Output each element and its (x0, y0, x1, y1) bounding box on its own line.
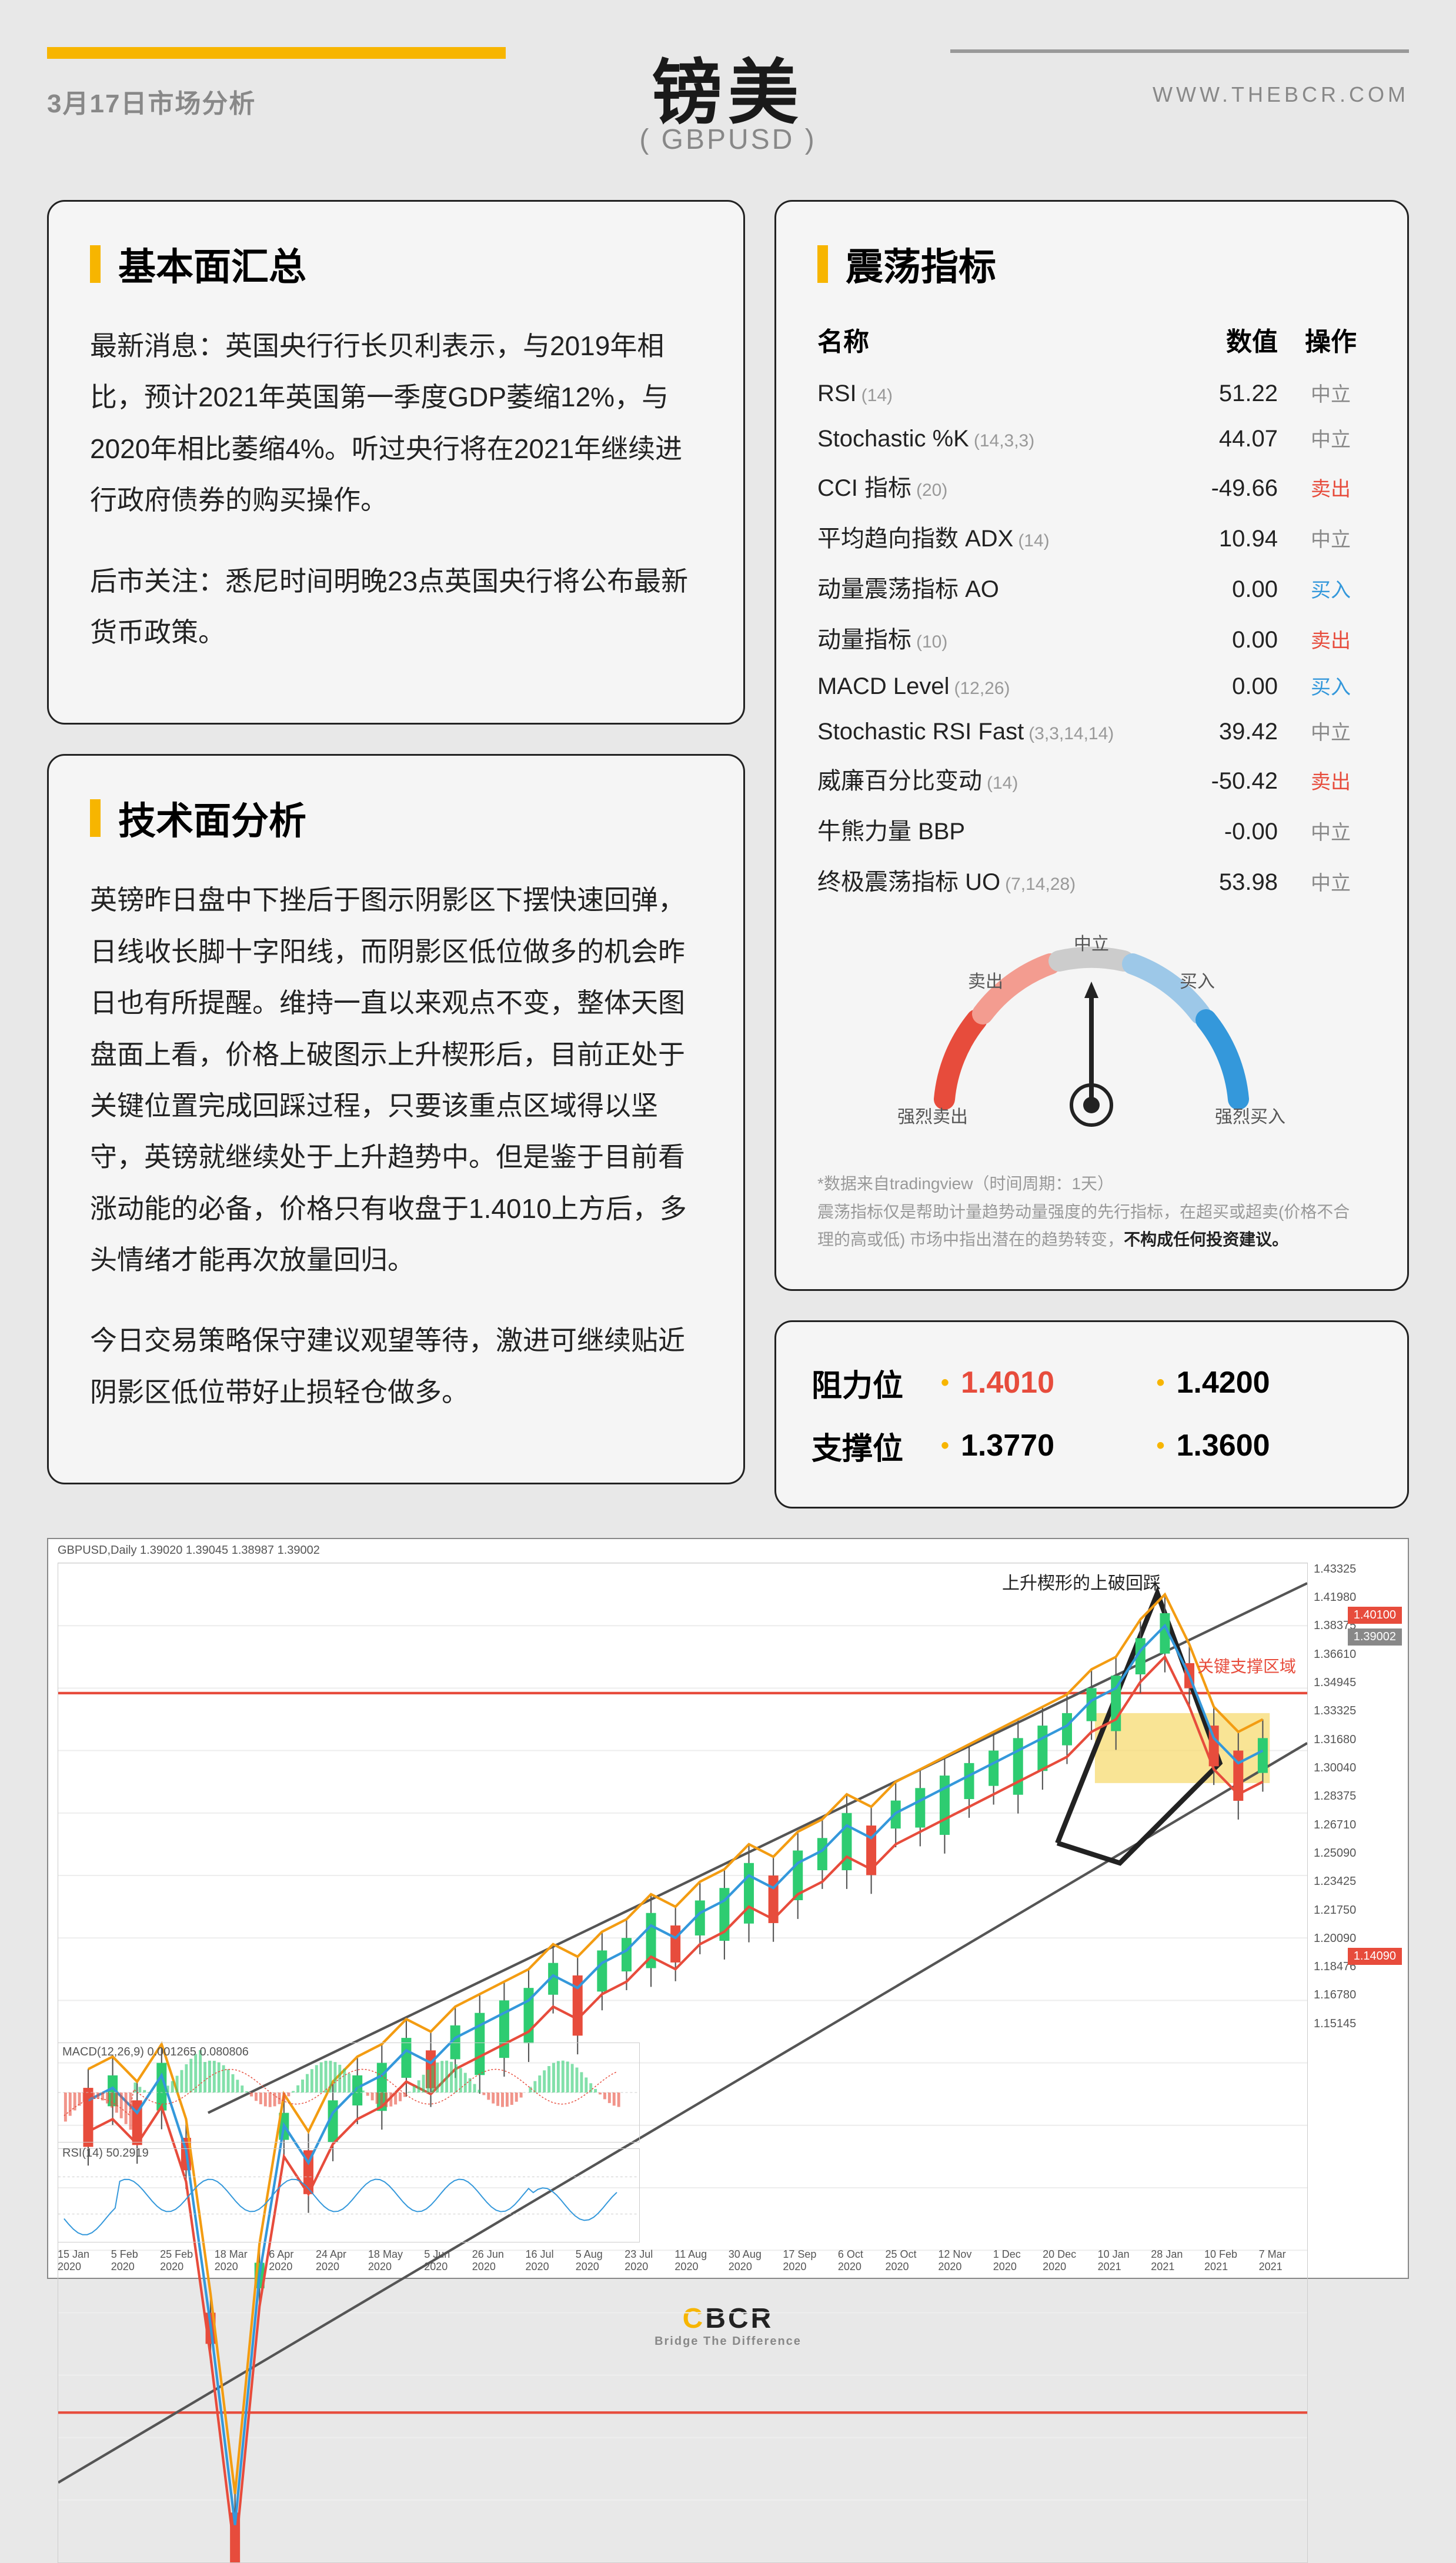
support-label: 支撑位 (812, 1424, 941, 1468)
svg-text:强烈卖出: 强烈卖出 (897, 1107, 968, 1127)
chart-annotation-support: 关键支撑区域 (1197, 1654, 1296, 1677)
macd-label: MACD(12,26,9) 0.001265 0.080806 (62, 2045, 249, 2059)
oscillator-row: 威廉百分比变动(14)-50.42卖出 (817, 753, 1366, 804)
accent-bar (47, 47, 506, 59)
rsi-label: RSI(14) 50.2919 (62, 2147, 149, 2160)
oscillators-title: 震荡指标 (846, 237, 996, 291)
accent-bar-right (950, 49, 1409, 53)
price-tag-1: 1.40100 (1348, 1607, 1402, 1624)
oscillator-row: Stochastic RSI Fast(3,3,14,14)39.42中立 (817, 708, 1366, 753)
fundamentals-p2: 后市关注：悉尼时间明晚23点英国央行将公布最新货币政策。 (90, 556, 702, 659)
oscillator-row: 动量指标(10)0.00卖出 (817, 612, 1366, 663)
sentiment-gauge: 中立 卖出 买入 强烈卖出 强烈买入 (817, 935, 1366, 1146)
price-chart: GBPUSD,Daily 1.39020 1.39045 1.38987 1.3… (47, 1538, 1409, 2279)
chart-header: GBPUSD,Daily 1.39020 1.39045 1.38987 1.3… (58, 1544, 320, 1557)
resistance-label: 阻力位 (812, 1361, 941, 1405)
fundamentals-p1: 最新消息：英国央行行长贝利表示，与2019年相比，预计2021年英国第一季度GD… (90, 321, 702, 526)
oscillator-row: CCI 指标(20)-49.66卖出 (817, 460, 1366, 511)
oscillator-row: RSI(14)51.22中立 (817, 370, 1366, 415)
oscillator-row: 动量震荡指标 AO0.00买入 (817, 562, 1366, 612)
svg-text:中立: 中立 (1074, 935, 1109, 954)
price-tag-3: 1.14090 (1348, 1948, 1402, 1965)
oscillator-row: 终极震荡指标 UO(7,14,28)53.98中立 (817, 855, 1366, 905)
price-tag-2: 1.39002 (1348, 1628, 1402, 1646)
oscillators-panel: 震荡指标 名称 数值 操作 RSI(14)51.22中立Stochastic %… (774, 200, 1409, 1291)
page-title: 镑美 (652, 35, 804, 138)
osc-header-action: 操作 (1278, 321, 1366, 358)
osc-header-value: 数值 (1160, 321, 1278, 358)
technical-p2: 今日交易策略保守建议观望等待，激进可继续贴近阴影区低位带好止损轻仓做多。 (90, 1315, 702, 1418)
page-subtitle: ( GBPUSD ) (639, 124, 816, 156)
fundamentals-title: 基本面汇总 (118, 237, 306, 291)
technical-panel: 技术面分析 英镑昨日盘中下挫后于图示阴影区下摆快速回弹，日线收长脚十字阳线，而阴… (47, 754, 745, 1484)
resistance-2: 1.4200 (1177, 1365, 1270, 1400)
disclaimer: *数据来自tradingview（时间周期：1天）震荡指标仅是帮助计量趋势动量强… (817, 1170, 1366, 1254)
website-url: WWW.THEBCR.COM (1153, 82, 1409, 107)
header: 3月17日市场分析 镑美 ( GBPUSD ) WWW.THEBCR.COM (47, 35, 1409, 165)
levels-panel: 阻力位 •1.4010 •1.4200 支撑位 •1.3770 •1.3600 (774, 1320, 1409, 1509)
technical-p1: 英镑昨日盘中下挫后于图示阴影区下摆快速回弹，日线收长脚十字阳线，而阴影区低位做多… (90, 875, 702, 1286)
support-2: 1.3600 (1177, 1428, 1270, 1463)
oscillator-row: 平均趋向指数 ADX(14)10.94中立 (817, 511, 1366, 562)
fundamentals-panel: 基本面汇总 最新消息：英国央行行长贝利表示，与2019年相比，预计2021年英国… (47, 200, 745, 725)
svg-text:买入: 买入 (1180, 972, 1215, 992)
chart-annotation-wedge: 上升楔形的上破回踩 (1002, 1568, 1161, 1594)
support-1: 1.3770 (961, 1428, 1054, 1463)
oscillator-row: Stochastic %K(14,3,3)44.07中立 (817, 415, 1366, 460)
svg-text:卖出: 卖出 (968, 972, 1003, 992)
osc-header-name: 名称 (817, 321, 1160, 358)
technical-title: 技术面分析 (118, 791, 306, 845)
resistance-1: 1.4010 (961, 1365, 1054, 1400)
date-line: 3月17日市场分析 (47, 82, 256, 120)
oscillator-row: 牛熊力量 BBP-0.00中立 (817, 804, 1366, 855)
svg-text:强烈买入: 强烈买入 (1215, 1107, 1285, 1127)
oscillator-row: MACD Level(12,26)0.00买入 (817, 663, 1366, 708)
